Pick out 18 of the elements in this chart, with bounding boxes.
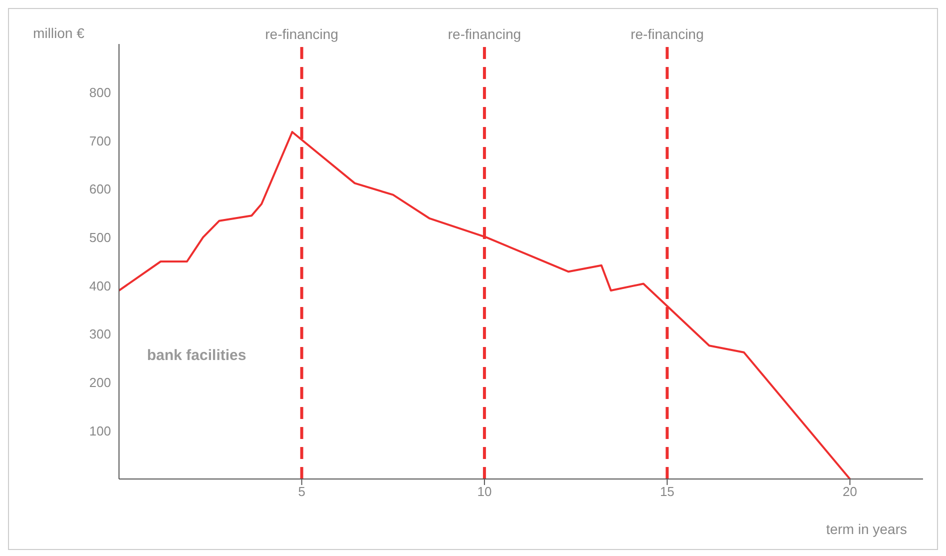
y-tick-label: 100 xyxy=(89,423,111,438)
ref-line-label: re-financing xyxy=(448,26,522,42)
annotation: bank facilities xyxy=(147,347,246,364)
ref-line-label: re-financing xyxy=(630,26,704,42)
x-tick-label: 15 xyxy=(660,484,674,500)
x-tick-label: 5 xyxy=(298,484,306,500)
y-tick-label: 600 xyxy=(89,182,111,197)
y-tick-label: 700 xyxy=(89,133,111,148)
y-tick-label: 400 xyxy=(89,278,111,294)
y-tick-label: 200 xyxy=(89,374,111,390)
x-axis-title: term in years xyxy=(826,521,907,537)
x-tick-label: 20 xyxy=(842,484,858,500)
y-tick-label: 300 xyxy=(89,326,111,342)
x-tick-label: 10 xyxy=(477,484,492,500)
y-tick-label: 800 xyxy=(89,84,111,100)
y-axis-title: million € xyxy=(33,25,84,41)
ref-line-label: re-financing xyxy=(265,26,338,42)
y-tick-label: 500 xyxy=(89,230,111,245)
